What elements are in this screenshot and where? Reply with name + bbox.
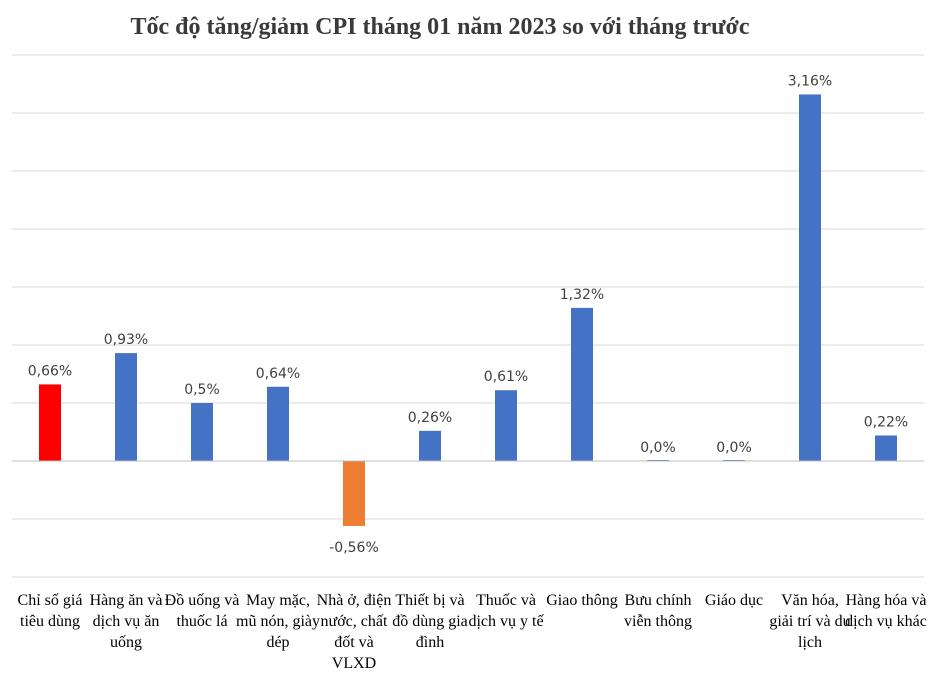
category-label: Giao thông bbox=[546, 592, 618, 609]
bar bbox=[343, 461, 365, 526]
category-label: Hàng hóa và dịch vụ khác bbox=[845, 592, 927, 630]
category-label: Chỉ số giá tiêu dùng bbox=[17, 592, 83, 630]
data-label: 0,61% bbox=[484, 369, 528, 385]
category-label: Nhà ở, điện nước, chất đốt và VLXD bbox=[316, 592, 392, 672]
data-label: -0,56% bbox=[329, 540, 379, 556]
category-label: Hàng ăn và dịch vụ ăn uống bbox=[89, 592, 163, 651]
bar bbox=[495, 390, 517, 461]
bar bbox=[799, 94, 821, 461]
data-label: 0,5% bbox=[184, 382, 220, 398]
bar bbox=[267, 386, 289, 461]
chart-title: Tốc độ tăng/giảm CPI tháng 01 năm 2023 s… bbox=[130, 14, 750, 40]
category-label: Thuốc và dịch vụ y tế bbox=[468, 592, 544, 630]
category-label: Bưu chính viễn thông bbox=[624, 592, 692, 630]
data-label: 0,26% bbox=[408, 410, 452, 426]
data-label: 0,0% bbox=[716, 440, 752, 456]
data-label: 3,16% bbox=[788, 73, 832, 89]
bar bbox=[571, 307, 593, 461]
data-label: 0,22% bbox=[864, 414, 908, 430]
data-label: 0,0% bbox=[640, 440, 676, 456]
data-label: 1,32% bbox=[560, 287, 604, 303]
category-label: Đồ uống và thuốc lá bbox=[164, 592, 240, 630]
data-label: 0,93% bbox=[104, 332, 148, 348]
data-label: 0,64% bbox=[256, 366, 300, 382]
bar bbox=[419, 430, 441, 461]
category-label: May mặc, mũ nón, giày dép bbox=[236, 592, 320, 651]
bar bbox=[39, 384, 61, 461]
category-label: Thiết bị và đồ dùng gia đình bbox=[392, 592, 468, 651]
data-label: 0,66% bbox=[28, 363, 72, 379]
bar bbox=[115, 353, 137, 461]
bar bbox=[875, 435, 897, 461]
category-label: Văn hóa, giải trí và du lịch bbox=[769, 592, 851, 651]
bar bbox=[191, 403, 213, 461]
category-label: Giáo dục bbox=[704, 592, 764, 609]
